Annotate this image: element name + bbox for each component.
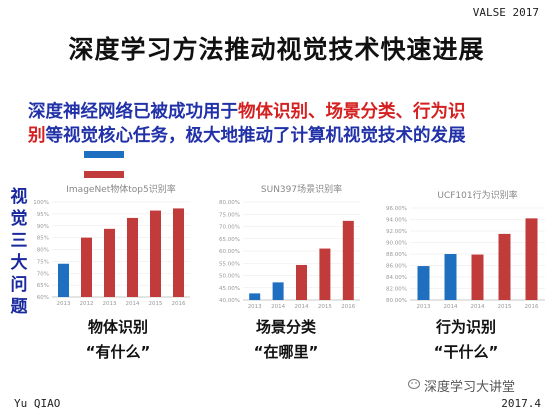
bar [525,218,538,300]
y-tick-label: 75.00% [219,212,240,218]
bar [417,266,430,300]
bar [104,228,115,297]
bar [81,237,92,297]
x-tick-label: 2015 [498,304,512,310]
y-tick-label: 50.00% [219,274,240,280]
x-tick-label: 2014 [271,304,285,310]
y-tick-label: 90.00% [386,241,407,247]
y-tick-label: 70% [37,271,49,277]
y-tick-label: 55.00% [219,261,240,267]
bar [444,254,457,300]
y-tick-label: 84.00% [386,275,407,281]
bar [150,210,161,297]
x-tick-label: 2014 [295,304,309,310]
caption-scene-classification: 场景分类 [255,318,316,336]
x-tick-label: 2016 [341,304,355,310]
subtitle-part4: 等视觉核心任务，极大地推动了计算机视觉技术的发展 [45,126,466,146]
x-tick-label: 2016 [525,304,539,310]
x-tick-label: 2013 [417,304,431,310]
bar [471,254,484,300]
y-tick-label: 40.00% [219,298,240,304]
side-label: 视觉三大问题 [10,187,28,317]
caption-object-recognition: 物体识别 [87,318,148,336]
y-tick-label: 65% [37,283,49,289]
x-tick-label: 2013 [103,301,117,307]
bar [296,264,307,300]
watermark-text: 深度学习大讲堂 [424,380,516,395]
y-tick-label: 86.00% [386,264,407,270]
slide-title: 深度学习方法推动视觉技术快速进展 [68,35,485,64]
x-tick-label: 2014 [126,301,140,307]
x-tick-label: 2015 [149,301,163,307]
x-tick-label: 2013 [248,304,262,310]
y-tick-label: 88.00% [386,252,407,258]
y-tick-label: 45.00% [219,286,240,292]
bar [319,248,331,300]
y-tick-label: 60.00% [219,249,240,255]
bar [58,263,69,297]
y-tick-label: 82.00% [386,287,407,293]
y-tick-label: 100% [33,200,49,206]
caption-scene-quote: “在哪里” [253,343,319,361]
chart-ucf101: UCF101行为识别率 96.00% 94.00% 92.00% 90.00% 88.00… [386,189,545,310]
y-tick-label: 92.00% [386,229,407,235]
chart-title: UCF101行为识别率 [437,189,517,201]
y-tick-label: 95% [37,212,49,218]
bar [173,208,184,297]
y-tick-label: 80.00% [219,200,240,206]
bar [272,282,284,300]
subtitle-part2: 物体识别、场景分类、行为识 [238,102,466,122]
wechat-icon [408,379,420,389]
footer-author: Yu QIAO [14,397,61,410]
x-tick-label: 2013 [57,301,71,307]
x-tick-label: 2014 [471,304,485,310]
x-tick-label: 2015 [318,304,332,310]
y-tick-label: 65.00% [219,237,240,243]
x-tick-label: 2016 [172,301,186,307]
legend-red-swatch [84,171,124,178]
slide-subtitle: 深度神经网络已被成功用于物体识别、场景分类、行为识别等视觉核心任务，极大地推动了… [28,100,466,148]
y-tick-label: 90% [37,224,49,230]
y-tick-label: 80% [37,248,49,254]
caption-action-quote: “干什么” [433,343,499,361]
chart-sun397: SUN397场景识别率 80.00% 75.00% 70.00% 65.00% 60.00… [219,183,360,310]
caption-object-quote: “有什么” [85,343,151,361]
chart-title: ImageNet物体top5识别率 [66,183,175,195]
bar [127,217,138,297]
y-tick-label: 85% [37,236,49,242]
subtitle-part1: 深度神经网络已被成功用于 [28,102,238,122]
y-tick-label: 60% [37,295,49,301]
bar [498,233,511,300]
chart-title: SUN397场景识别率 [261,183,342,195]
y-tick-label: 75% [37,259,49,265]
x-tick-label: 2012 [80,301,94,307]
y-tick-label: 70.00% [219,225,240,231]
chart-imagenet: ImageNet物体top5识别率 100% 95% 90% 85% 80% 75% 70% 6… [33,183,190,307]
legend-blue-swatch [84,151,124,158]
x-tick-label: 2014 [444,304,458,310]
bar [249,293,261,300]
venue-label: VALSE 2017 [472,6,539,19]
y-tick-label: 80.00% [386,298,407,304]
y-tick-label: 96.00% [386,206,407,212]
y-tick-label: 94.00% [386,218,407,224]
bar [342,220,354,300]
caption-action-recognition: 行为识别 [435,318,496,336]
footer-date: 2017.4 [501,397,541,410]
subtitle-part3: 别 [28,126,46,146]
